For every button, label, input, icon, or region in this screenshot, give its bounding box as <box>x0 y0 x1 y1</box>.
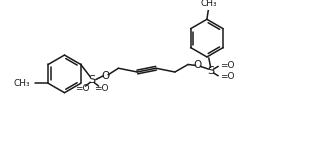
Text: =O: =O <box>220 72 235 81</box>
Text: =O: =O <box>94 85 109 93</box>
Text: O: O <box>101 71 110 81</box>
Text: CH₃: CH₃ <box>201 0 217 8</box>
Text: =O: =O <box>75 85 90 93</box>
Text: CH₃: CH₃ <box>14 79 30 88</box>
Text: S: S <box>207 66 214 76</box>
Text: O: O <box>193 60 202 70</box>
Text: S: S <box>88 75 96 85</box>
Text: =O: =O <box>220 61 235 70</box>
